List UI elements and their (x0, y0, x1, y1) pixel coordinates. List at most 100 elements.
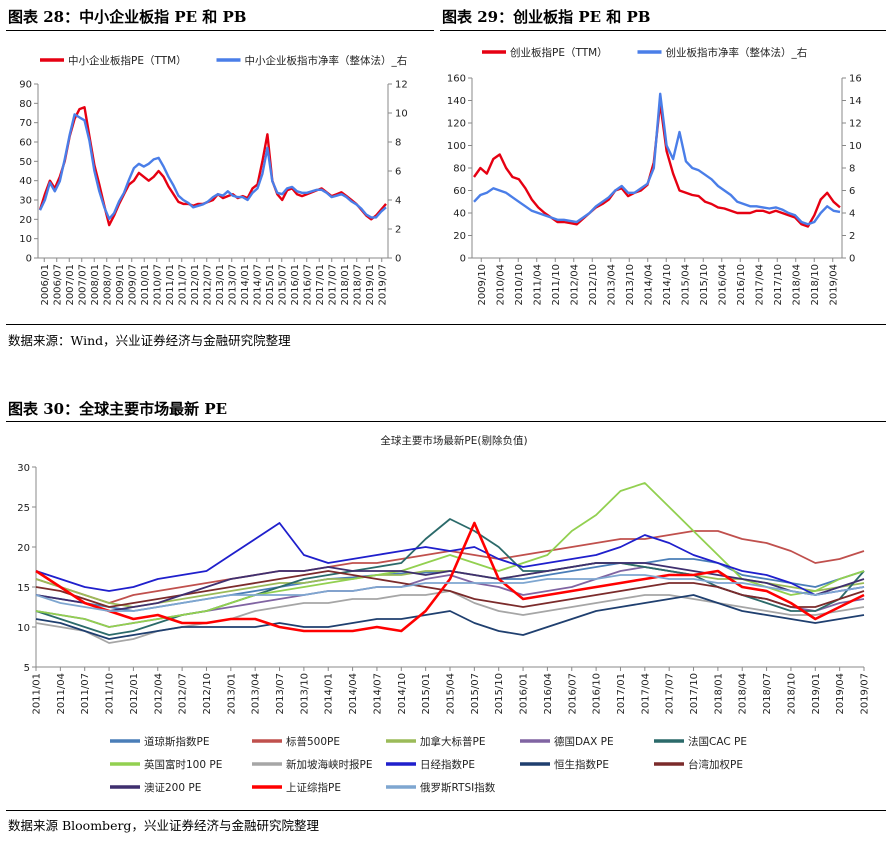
fig30-x-tick-label: 2014/10 (397, 673, 408, 715)
fig28-x-tick-label: 2015/07 (277, 264, 288, 306)
fig30-x-tick-label: 2013/07 (275, 673, 286, 715)
fig30-title-rule (6, 421, 886, 422)
fig29-x-tick-label: 2012/10 (588, 264, 599, 306)
fig28-series-line-2 (38, 113, 387, 221)
fig30-chart-title: 全球主要市场最新PE(剔除负值) (380, 434, 527, 447)
fig30-series-line-10 (35, 570, 865, 608)
fig29-right-tick-label: 2 (849, 231, 855, 242)
fig28-x-tick-label: 2014/07 (252, 264, 263, 306)
fig30-x-tick-label: 2016/10 (592, 673, 603, 715)
fig30-series-line-9 (35, 594, 865, 640)
fig28-29-bottom-rule (6, 324, 886, 325)
fig28-series-line-1 (38, 105, 387, 227)
fig29-x-tick-label: 2011/04 (532, 264, 543, 306)
fig29-x-tick-label: 2016/04 (717, 264, 728, 306)
fig30-x-tick-label: 2017/04 (640, 673, 651, 715)
fig30-x-tick-label: 2013/01 (226, 673, 237, 715)
fig28-right-tick-label: 2 (395, 225, 401, 236)
fig28-right-tick-label: 8 (395, 138, 401, 149)
fig28-left-tick-label: 30 (19, 196, 32, 207)
fig28-x-tick-label: 2008/01 (90, 264, 101, 306)
fig28-x-tick-label: 2017/01 (315, 264, 326, 306)
fig28-left-tick-label: 50 (19, 157, 32, 168)
fig28-left-tick-label: 20 (19, 215, 32, 226)
fig30-legend-label: 英国富时100 PE (144, 758, 222, 771)
fig29-left-tick-label: 80 (453, 164, 466, 175)
fig28-x-tick-label: 2008/07 (102, 264, 113, 306)
source-note-2: 数据来源 Bloomberg，兴业证券经济与金融研究院整理 (8, 818, 319, 833)
fig29-right-tick-label: 8 (849, 164, 855, 175)
fig29-x-tick-label: 2013/10 (625, 264, 636, 306)
fig28-x-tick-label: 2007/01 (65, 264, 76, 306)
fig29-x-tick-label: 2019/04 (828, 264, 839, 306)
fig28-x-tick-label: 2016/01 (290, 264, 301, 306)
fig29-x-tick-label: 2011/10 (551, 264, 562, 306)
fig29-right-tick-label: 6 (849, 186, 855, 197)
fig30-x-tick-label: 2015/04 (446, 673, 457, 715)
fig30-x-tick-label: 2015/01 (421, 673, 432, 715)
fig29-x-tick-label: 2014/04 (643, 264, 654, 306)
fig28-x-tick-label: 2016/07 (302, 264, 313, 306)
fig30-legend-label: 德国DAX PE (554, 735, 614, 748)
fig29-left-tick-label: 160 (447, 74, 466, 85)
fig30-x-tick-label: 2016/04 (543, 673, 554, 715)
fig30-y-tick-label: 10 (17, 623, 30, 634)
fig30-series-line-2 (35, 530, 865, 604)
fig28-x-tick-label: 2010/01 (140, 264, 151, 306)
fig30-x-tick-label: 2016/01 (519, 673, 530, 715)
fig30-x-tick-label: 2014/01 (324, 673, 335, 715)
fig28-right-tick-label: 6 (395, 167, 401, 178)
fig28-x-tick-label: 2012/01 (190, 264, 201, 306)
fig30-x-tick-label: 2019/04 (835, 673, 846, 715)
source-note-1: 数据来源：Wind，兴业证券经济与金融研究院整理 (8, 333, 291, 348)
fig29-series-line-2 (473, 92, 841, 226)
fig30-legend-label: 日经指数PE (420, 758, 475, 771)
fig30-x-tick-label: 2015/10 (494, 673, 505, 715)
fig28-left-tick-label: 40 (19, 176, 32, 187)
fig29-left-tick-label: 40 (453, 209, 466, 220)
fig29-left-tick-label: 0 (460, 254, 466, 265)
fig29-right-tick-label: 16 (849, 74, 862, 85)
fig28-left-tick-label: 0 (26, 254, 32, 265)
fig30-x-tick-label: 2019/07 (860, 673, 871, 715)
fig30-series-line-13 (35, 574, 865, 612)
fig28-left-tick-label: 10 (19, 234, 32, 245)
fig30-series-line-12 (35, 521, 865, 633)
fig30-x-tick-label: 2012/07 (178, 673, 189, 715)
fig29-left-tick-label: 100 (447, 141, 466, 152)
fig29-x-tick-label: 2016/10 (736, 264, 747, 306)
fig28-left-tick-label: 80 (19, 99, 32, 110)
fig30-x-tick-label: 2017/10 (689, 673, 700, 715)
fig30-x-tick-label: 2011/10 (105, 673, 116, 715)
fig30-title: 图表 30：全球主要市场最新 PE (8, 400, 228, 418)
fig30-x-tick-label: 2018/07 (762, 673, 773, 715)
fig28-x-tick-label: 2018/07 (352, 264, 363, 306)
fig30-legend-label: 新加坡海峡时报PE (286, 758, 372, 771)
fig30-x-tick-label: 2018/04 (738, 673, 749, 715)
fig29-right-tick-label: 14 (849, 96, 862, 107)
fig30-y-tick-label: 20 (17, 543, 30, 554)
fig30-x-tick-label: 2011/07 (80, 673, 91, 715)
fig28-x-tick-label: 2019/07 (377, 264, 388, 306)
fig29-legend-label: 创业板指PE（TTM） (510, 46, 608, 59)
fig30-x-tick-label: 2018/01 (713, 673, 724, 715)
fig29-x-tick-label: 2015/04 (680, 264, 691, 306)
fig29-x-tick-label: 2014/10 (662, 264, 673, 306)
fig29-x-tick-label: 2010/04 (495, 264, 506, 306)
fig28-right-tick-label: 4 (395, 196, 401, 207)
fig28-x-tick-label: 2011/01 (165, 264, 176, 306)
fig30-x-tick-label: 2017/07 (665, 673, 676, 715)
fig29-x-tick-label: 2015/10 (699, 264, 710, 306)
fig30-legend-label: 澳证200 PE (144, 781, 201, 794)
fig30-legend-label: 俄罗斯RTSI指数 (420, 781, 496, 794)
fig29-x-tick-label: 2012/04 (569, 264, 580, 306)
fig28-chart: 0 10 20 30 40 50 60 70 80 90 0 2 4 6 8 10 12 2006/01 2006/… (19, 54, 408, 306)
fig28-x-tick-label: 2013/01 (215, 264, 226, 306)
fig28-right-tick-label: 12 (395, 80, 408, 91)
fig28-x-tick-label: 2007/07 (77, 264, 88, 306)
fig28-x-tick-label: 2009/01 (115, 264, 126, 306)
fig28-x-tick-label: 2010/07 (152, 264, 163, 306)
fig29-x-tick-label: 2018/10 (810, 264, 821, 306)
fig28-x-tick-label: 2015/01 (265, 264, 276, 306)
fig30-x-tick-label: 2016/07 (567, 673, 578, 715)
